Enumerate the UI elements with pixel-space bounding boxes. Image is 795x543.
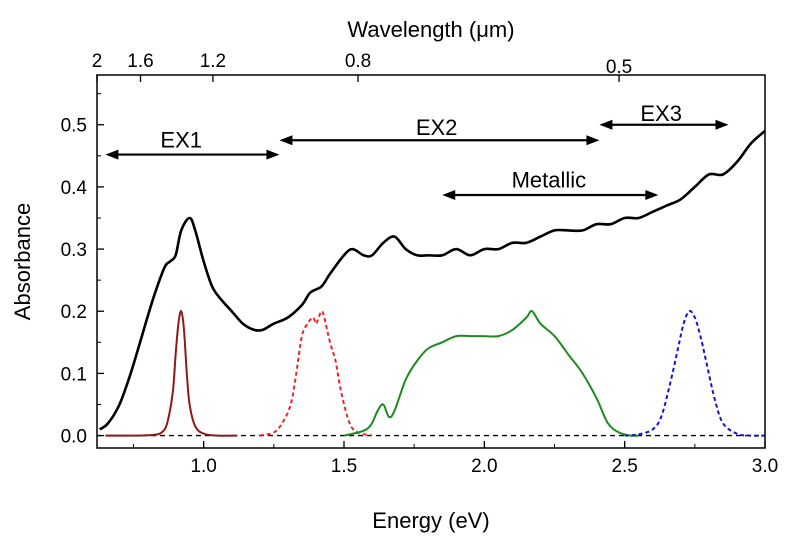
x-tick-label: 2.0 bbox=[471, 456, 497, 477]
annotation-label-ex1: EX1 bbox=[160, 127, 202, 152]
x-tick-label: 1.5 bbox=[331, 456, 357, 477]
annotation-label-metallic: Metallic bbox=[512, 168, 587, 193]
arrowhead-right-ex3 bbox=[715, 119, 729, 130]
y-tick-label: 0.4 bbox=[61, 178, 88, 199]
y-tick-label: 0.5 bbox=[61, 116, 87, 137]
annotation-layer: EX1 EX2 Metallic EX3 bbox=[105, 101, 729, 200]
x-axis-label: Energy (eV) bbox=[372, 508, 489, 533]
arrowhead-right-metallic bbox=[645, 189, 659, 200]
series-layer bbox=[98, 129, 766, 437]
top-tick-label: 1.6 bbox=[127, 51, 153, 72]
arrowhead-left-ex1 bbox=[105, 149, 119, 160]
annotation-label-ex3: EX3 bbox=[640, 101, 682, 126]
x-tick-label: 1.0 bbox=[190, 456, 216, 477]
x-tick-label: 3.0 bbox=[752, 456, 778, 477]
y-tick-label: 0.3 bbox=[61, 240, 87, 261]
annotation-label-ex2: EX2 bbox=[416, 115, 458, 140]
series-line-ex2-peak bbox=[259, 310, 373, 437]
series-line-absorbance bbox=[98, 129, 766, 431]
arrowhead-left-metallic bbox=[442, 189, 456, 200]
arrowhead-right-ex2 bbox=[586, 135, 600, 146]
series-line-ex1-peak bbox=[105, 310, 238, 437]
x-tick-label: 2.5 bbox=[611, 456, 637, 477]
y-tick-label: 0.0 bbox=[61, 427, 87, 448]
top-axis-label: Wavelength (μm) bbox=[347, 17, 514, 42]
top-tick-label: 2 bbox=[92, 51, 103, 72]
top-tick-label: 0.5 bbox=[606, 57, 632, 78]
y-tick-label: 0.2 bbox=[61, 302, 87, 323]
arrowhead-left-ex3 bbox=[599, 119, 613, 130]
top-tick-label: 1.2 bbox=[200, 51, 226, 72]
arrowhead-left-ex2 bbox=[279, 135, 293, 146]
series-line-metallic bbox=[343, 310, 639, 437]
plot-frame bbox=[96, 74, 766, 449]
y-tick-label: 0.1 bbox=[61, 364, 87, 385]
series-line-ex3-peak bbox=[624, 310, 766, 437]
y-axis-label: Absorbance bbox=[10, 203, 35, 320]
axes-layer: 1.0 1.5 2.0 2.5 3.0 0.0 0.1 0.2 0.3 0.4 0.5 2 1.6 1.2… bbox=[61, 51, 779, 477]
top-tick-label: 0.8 bbox=[345, 51, 371, 72]
arrowhead-right-ex1 bbox=[266, 149, 280, 160]
